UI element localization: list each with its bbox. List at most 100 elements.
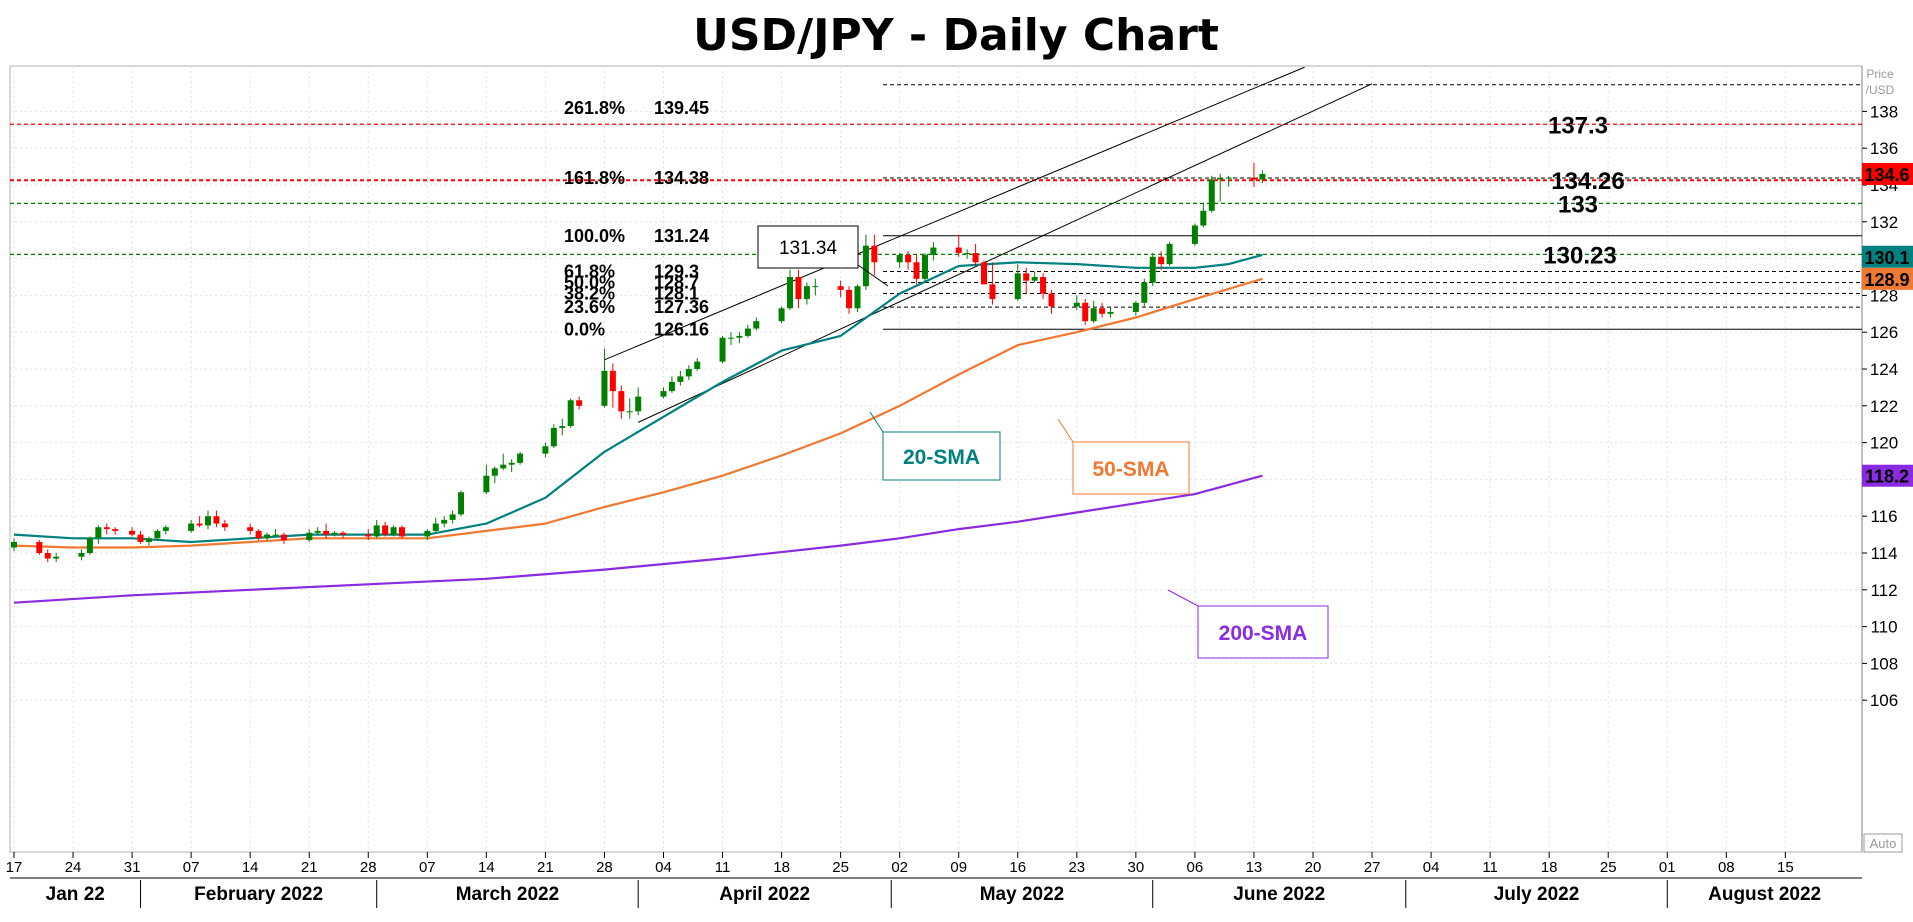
x-tick-label: 18 xyxy=(773,859,790,876)
y-tick-label: 126 xyxy=(1870,323,1898,342)
x-tick-label: 04 xyxy=(655,859,672,876)
candle-body xyxy=(483,475,490,493)
candle-body xyxy=(1250,177,1257,180)
month-label: July 2022 xyxy=(1494,884,1580,905)
fibonacci-label: 100.0% xyxy=(564,226,625,246)
candle-body xyxy=(339,532,346,535)
candle-body xyxy=(264,534,271,539)
price-tag-label: 134.6 xyxy=(1864,165,1909,185)
callout-high-label: 131.34 xyxy=(779,238,838,259)
candle-body xyxy=(213,516,220,524)
candle-body xyxy=(373,525,380,537)
price-tag-label: 118.2 xyxy=(1865,467,1909,487)
candle-body xyxy=(913,262,920,279)
sma-200-line xyxy=(13,474,1263,604)
candle-body xyxy=(441,519,448,524)
price-tag xyxy=(1862,464,1913,487)
candle-body xyxy=(306,532,313,541)
x-tick-label: 06 xyxy=(1187,859,1204,876)
price-tag-label: 128.9 xyxy=(1864,270,1909,290)
x-tick-label: 14 xyxy=(242,859,259,876)
candle-body xyxy=(331,532,338,535)
x-tick-label: 02 xyxy=(891,859,908,876)
y-tick-label: 110 xyxy=(1870,618,1897,637)
date-axis-layer: 17 24 31 07 14 21 28 07 14 21 28 04 11 18 25 02 09 16 23 30… xyxy=(6,852,1862,908)
candle-body xyxy=(609,370,616,392)
level-lines-layer xyxy=(10,84,1862,330)
sma-50-callout-box xyxy=(1072,441,1190,495)
candle-body xyxy=(972,253,979,263)
candle-body xyxy=(1141,282,1148,303)
candle-body xyxy=(162,527,169,531)
candle-body xyxy=(955,247,962,254)
moving-averages-layer xyxy=(13,253,1263,604)
candle-body xyxy=(862,245,869,287)
candle-body xyxy=(129,530,136,535)
candle-body xyxy=(95,527,102,539)
candle-body xyxy=(1014,273,1021,300)
candle-body xyxy=(1166,243,1173,265)
y-tick-label: 116 xyxy=(1870,507,1897,526)
candle-body xyxy=(981,262,988,285)
month-label: May 2022 xyxy=(980,884,1065,905)
candle-body xyxy=(964,253,971,255)
sma-20-callout-leader xyxy=(869,411,884,433)
candle-body xyxy=(137,534,144,542)
chart-title: USD/JPY - Daily Chart xyxy=(693,10,1219,61)
x-tick-label: 18 xyxy=(1541,859,1558,876)
candle-body xyxy=(491,468,498,476)
candle-body xyxy=(719,337,726,362)
candle-body xyxy=(247,527,254,531)
candle-body xyxy=(1099,308,1106,314)
candle-body xyxy=(323,530,330,535)
y-tick-label: 106 xyxy=(1870,691,1898,710)
fibonacci-value: 126.16 xyxy=(654,319,709,339)
x-tick-label: 24 xyxy=(65,859,82,876)
y-tick-label: 128 xyxy=(1870,286,1898,305)
candle-body xyxy=(399,527,406,537)
candle-body xyxy=(1208,179,1215,211)
candle-body xyxy=(1259,173,1266,180)
fibonacci-label: 0.0% xyxy=(564,319,605,339)
candle-body xyxy=(542,446,549,454)
candle-body xyxy=(871,245,878,263)
x-tick-label: 21 xyxy=(301,859,318,876)
axis-mode-box[interactable] xyxy=(1863,833,1903,853)
candle-body xyxy=(736,335,743,338)
month-label: February 2022 xyxy=(194,884,323,905)
candle-body xyxy=(1200,210,1207,226)
x-tick-label: 25 xyxy=(832,859,849,876)
sma-20-callout-box xyxy=(882,431,1001,481)
candle-body xyxy=(449,514,456,520)
candle-body xyxy=(196,523,203,526)
month-label: April 2022 xyxy=(719,884,810,905)
sma-50-callout-leader xyxy=(1057,418,1074,443)
annotations-layer: 261.8% 139.45 161.8% 134.38 100.0% 131.24 61.8… xyxy=(564,98,1625,659)
x-tick-label: 04 xyxy=(1423,859,1440,876)
candle-body xyxy=(812,286,819,288)
month-label: March 2022 xyxy=(456,884,560,905)
y-tick-label: 120 xyxy=(1870,434,1898,453)
y-tick-label: 124 xyxy=(1870,360,1898,379)
x-tick-label: 01 xyxy=(1659,859,1676,876)
candle-body xyxy=(744,328,751,336)
x-tick-label: 11 xyxy=(715,859,731,876)
fibonacci-value: 127.36 xyxy=(654,297,709,317)
candle-body xyxy=(1132,302,1139,312)
fibonacci-value: 131.24 xyxy=(654,226,709,246)
x-tick-label: 13 xyxy=(1246,859,1263,876)
callout-high-leader xyxy=(857,264,889,287)
candle-body xyxy=(601,370,608,406)
candle-body xyxy=(837,286,844,290)
candle-body xyxy=(1158,256,1165,265)
channel-lower-line xyxy=(637,83,1373,423)
grid-layer xyxy=(10,66,1862,852)
candle-body xyxy=(424,530,431,537)
sma-50-callout-label: 50-SMA xyxy=(1092,458,1169,481)
candle-body xyxy=(221,523,228,528)
x-tick-label: 20 xyxy=(1305,859,1322,876)
candle-body xyxy=(145,538,152,542)
candle-body xyxy=(795,277,802,300)
candle-body xyxy=(205,516,212,526)
